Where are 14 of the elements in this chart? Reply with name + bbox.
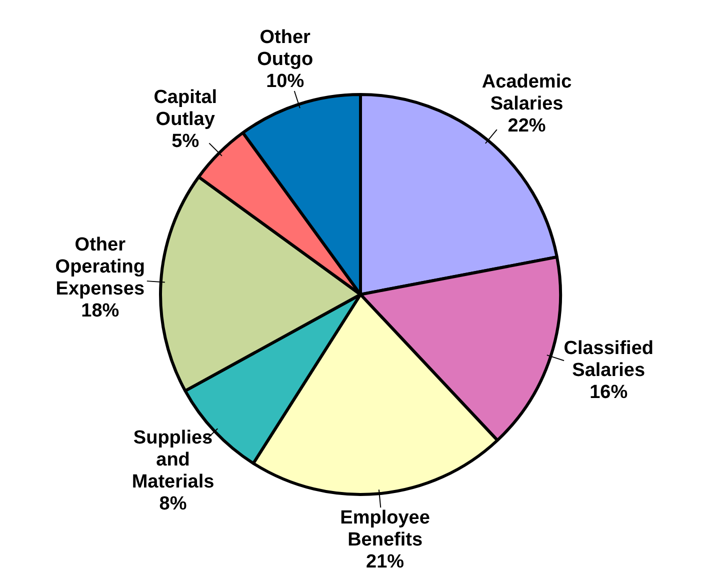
data-label: 8%	[159, 493, 187, 514]
data-label: 22%	[508, 115, 546, 136]
slice-label: Supplies and Materials	[132, 427, 214, 492]
data-label: 18%	[81, 300, 120, 322]
data-label: 5%	[172, 131, 200, 152]
slice-label: Classified Salaries	[564, 338, 654, 382]
data-label: 10%	[266, 70, 304, 92]
slice-label: Academic Salaries	[482, 71, 572, 114]
data-label: 21%	[366, 552, 404, 573]
slice-label: Other Outgo	[257, 26, 314, 70]
data-label: 16%	[590, 382, 628, 404]
slice-label: Other Operating Expenses	[55, 234, 146, 300]
slice-label: Capital Outlay	[154, 87, 218, 130]
slice-label: Employee Benefits	[340, 508, 430, 551]
